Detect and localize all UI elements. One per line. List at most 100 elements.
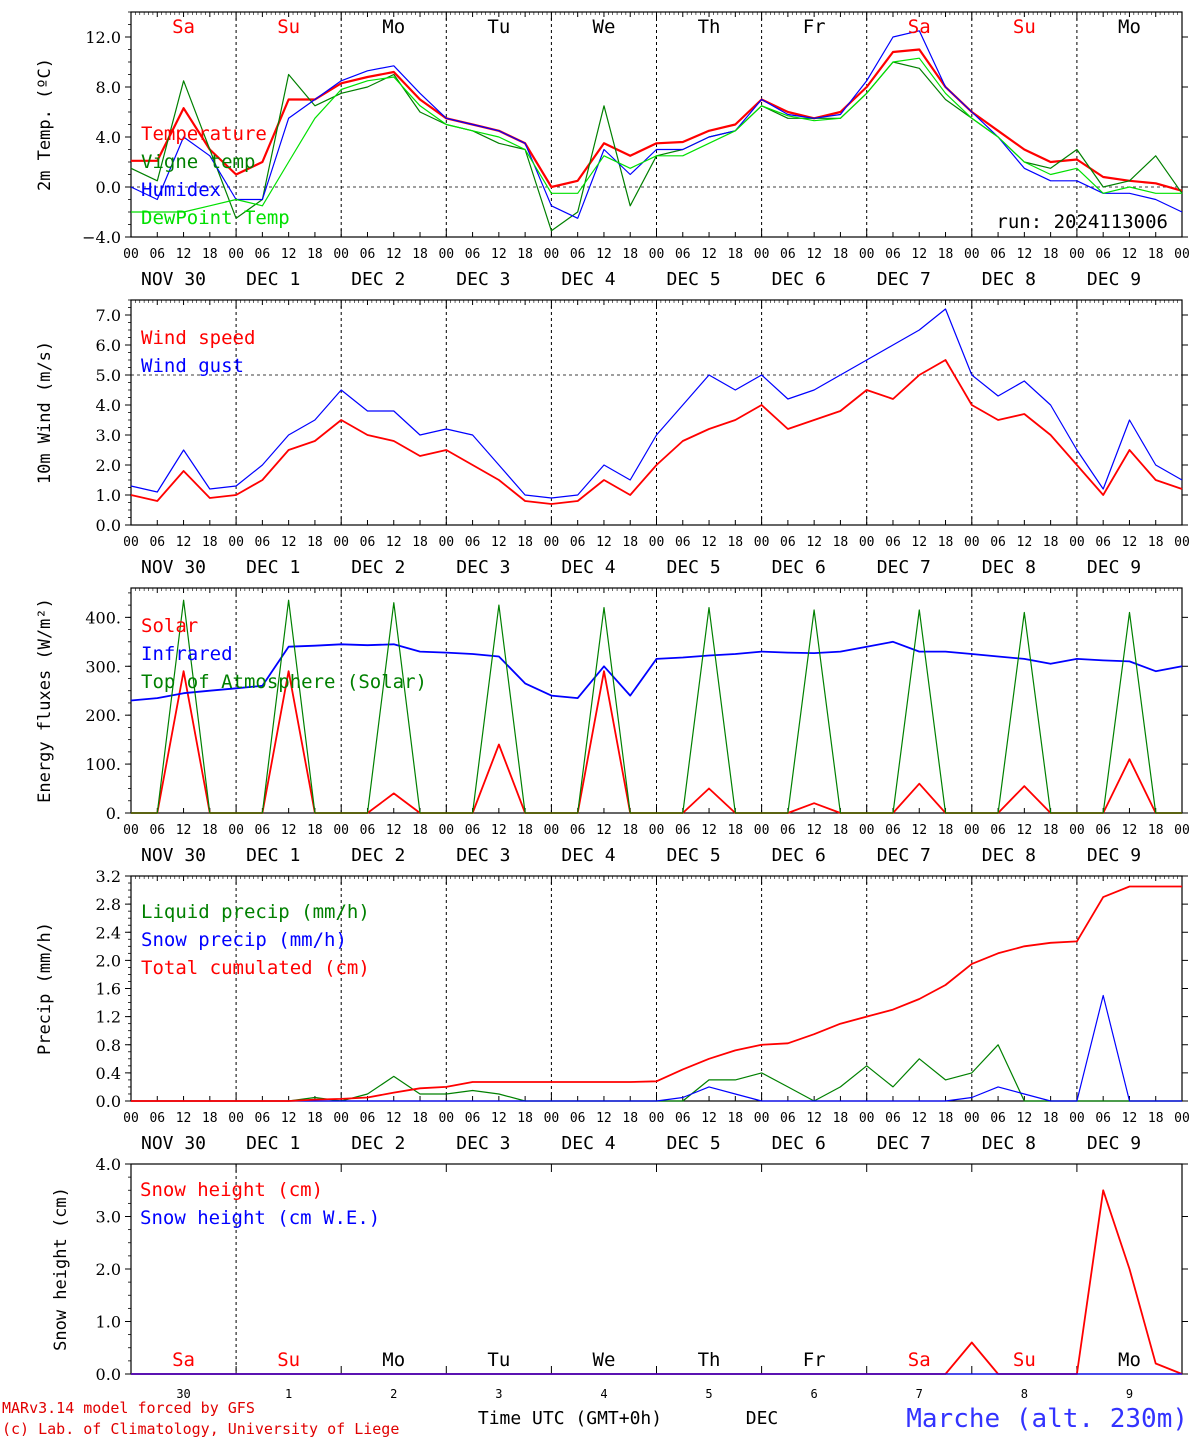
hour-label: 06 <box>780 247 796 262</box>
hour-label: 18 <box>307 1111 323 1126</box>
hour-label: 12 <box>701 535 717 550</box>
y-tick-label: 0.0 <box>96 178 121 197</box>
date-label: DEC 5 <box>667 1133 721 1154</box>
day-of-week-label: Fr <box>803 16 826 38</box>
hour-label: 06 <box>149 535 165 550</box>
hour-label: 00 <box>438 1111 454 1126</box>
legend-entry: Vigne temp <box>141 151 255 173</box>
date-label: DEC 9 <box>1087 269 1141 290</box>
y-tick-label: 0.0 <box>96 1092 121 1111</box>
legend-entry: Liquid precip (mm/h) <box>141 901 370 923</box>
hour-label: 00 <box>123 823 139 838</box>
date-label: DEC 8 <box>982 557 1036 578</box>
hour-label: 12 <box>1017 1111 1033 1126</box>
hour-label: 06 <box>570 1111 586 1126</box>
hour-label: 12 <box>806 247 822 262</box>
hour-label: 06 <box>990 535 1006 550</box>
hour-label: 18 <box>938 823 954 838</box>
day-of-week-label: Mo <box>382 16 405 38</box>
legend-entry: Snow height (cm W.E.) <box>140 1207 380 1229</box>
hour-label: 12 <box>701 1111 717 1126</box>
legend-entry: Temperature <box>141 123 267 145</box>
date-label: DEC 6 <box>772 1133 826 1154</box>
date-label: DEC 6 <box>772 845 826 866</box>
legend-entry: Humidex <box>141 179 221 201</box>
hour-label: 06 <box>990 1111 1006 1126</box>
hour-label: 18 <box>938 247 954 262</box>
date-label: DEC 9 <box>1087 557 1141 578</box>
day-of-week-label: Tu <box>487 1349 510 1371</box>
legend-entry: Total cumulated (cm) <box>141 957 370 979</box>
y-tick-label: 1.6 <box>96 980 121 999</box>
hour-label: 12 <box>176 1111 192 1126</box>
hour-label: 00 <box>438 823 454 838</box>
hour-label: 00 <box>333 823 349 838</box>
hour-label: 06 <box>149 823 165 838</box>
day-number-label: 9 <box>1126 1387 1133 1401</box>
hour-label: 18 <box>1148 535 1164 550</box>
hour-label: 12 <box>1122 247 1138 262</box>
day-of-week-label: Th <box>698 1349 721 1371</box>
y-tick-label: 1.0 <box>96 1313 121 1332</box>
hour-label: 12 <box>281 1111 297 1126</box>
day-number-label: 2 <box>390 1387 397 1401</box>
date-label: DEC 5 <box>667 845 721 866</box>
hour-label: 18 <box>622 1111 638 1126</box>
hour-label: 06 <box>465 823 481 838</box>
hour-label: 12 <box>281 823 297 838</box>
hour-label: 06 <box>360 535 376 550</box>
hour-label: 12 <box>491 1111 507 1126</box>
hour-label: 18 <box>307 535 323 550</box>
y-tick-label: 3.2 <box>96 867 121 886</box>
legend-entry: Infrared <box>141 643 233 665</box>
hour-label: 00 <box>1174 823 1190 838</box>
hour-label: 00 <box>649 1111 665 1126</box>
day-number-label: 3 <box>495 1387 502 1401</box>
hour-label: 12 <box>386 535 402 550</box>
hour-label: 18 <box>1148 247 1164 262</box>
legend-entry: Solar <box>141 615 198 637</box>
y-tick-label: 12.0 <box>85 28 121 47</box>
date-label: NOV 30 <box>141 269 206 290</box>
y-axis-label: Snow height (cm) <box>51 1187 71 1351</box>
hour-label: 06 <box>360 823 376 838</box>
y-tick-label: 2.4 <box>96 923 121 942</box>
day-of-week-label: Fr <box>803 1349 826 1371</box>
hour-label: 06 <box>780 535 796 550</box>
date-label: DEC 6 <box>772 557 826 578</box>
hour-label: 12 <box>701 823 717 838</box>
series-line-dewpoint-temp <box>131 57 1182 213</box>
hour-label: 18 <box>1043 247 1059 262</box>
hour-label: 00 <box>1174 535 1190 550</box>
hour-label: 00 <box>544 247 560 262</box>
hour-label: 06 <box>570 535 586 550</box>
date-label: DEC 1 <box>246 845 300 866</box>
hour-label: 12 <box>911 247 927 262</box>
hour-label: 12 <box>1122 535 1138 550</box>
hour-label: 00 <box>964 535 980 550</box>
y-axis-label: Energy fluxes (W/m²) <box>35 598 55 803</box>
hour-label: 12 <box>1017 535 1033 550</box>
hour-label: 18 <box>833 1111 849 1126</box>
hour-label: 18 <box>202 535 218 550</box>
hour-label: 18 <box>1148 823 1164 838</box>
hour-label: 18 <box>1043 1111 1059 1126</box>
hour-label: 12 <box>911 1111 927 1126</box>
date-label: DEC 3 <box>456 557 510 578</box>
hour-label: 06 <box>570 247 586 262</box>
hour-label: 12 <box>806 823 822 838</box>
legend-entry: Top of Atmosphere (Solar) <box>141 671 427 693</box>
date-label: DEC 4 <box>561 269 615 290</box>
day-of-week-label: Su <box>277 16 300 38</box>
hour-label: 18 <box>517 1111 533 1126</box>
date-label: DEC 3 <box>456 269 510 290</box>
hour-label: 00 <box>859 247 875 262</box>
panel-frame <box>130 11 1183 238</box>
series-line-humidex <box>130 30 1183 219</box>
y-tick-label: 3.0 <box>96 426 121 445</box>
series-line-temperature <box>131 48 1183 192</box>
date-label: DEC 7 <box>877 557 931 578</box>
y-tick-label: 4.0 <box>96 128 121 147</box>
y-tick-label: −4.0 <box>82 228 121 247</box>
legend-entry: DewPoint Temp <box>141 207 290 229</box>
